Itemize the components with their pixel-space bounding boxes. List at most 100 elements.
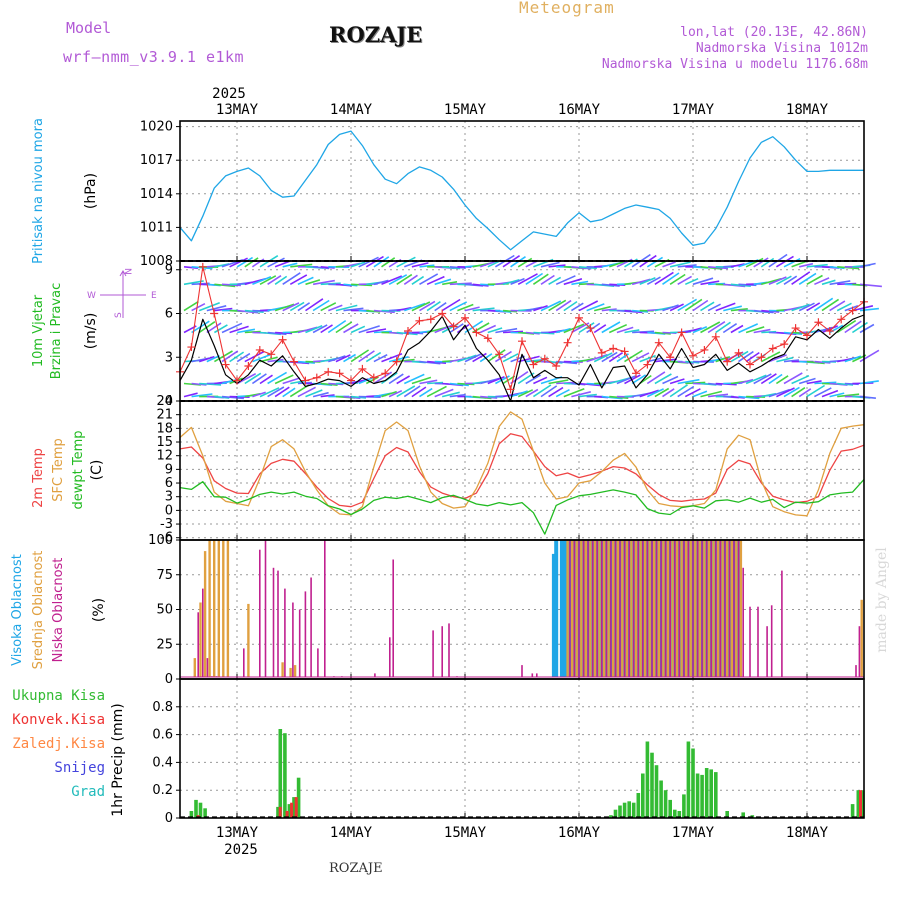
- legend-convective-rain: Konvek.Kisa: [12, 712, 105, 728]
- wind-barb: [419, 273, 439, 285]
- wind-barb: [578, 357, 594, 363]
- wind-barb: [806, 274, 823, 285]
- wind-barb: [320, 302, 337, 312]
- wind-barb: [381, 390, 397, 398]
- cloud-low-bar: [855, 665, 857, 677]
- cloud-mid-bar: [602, 540, 606, 677]
- cloud-mid-bar: [203, 551, 207, 677]
- cloud-mid-bar: [671, 540, 674, 677]
- wind-barb: [532, 384, 552, 398]
- wind-barb: [191, 302, 206, 312]
- x-tick-label-bottom: 18MAY: [786, 825, 829, 841]
- compass-west: W: [87, 291, 96, 301]
- cloud-low-bar: [202, 588, 204, 677]
- gust-marker: [597, 348, 606, 357]
- wind-barb: [677, 298, 698, 312]
- wind-barb: [244, 257, 259, 268]
- wind-barb: [305, 389, 323, 398]
- cloud-mid-bar: [217, 540, 220, 677]
- wind-barb: [578, 300, 599, 312]
- x-tick-label-top: 16MAY: [558, 102, 601, 118]
- wind-barb: [624, 349, 643, 363]
- gust-marker: [267, 350, 276, 359]
- wind-barb: [730, 350, 749, 363]
- wind-barb: [305, 279, 321, 286]
- wind-barb: [859, 349, 880, 363]
- precip-total-bar: [194, 799, 198, 818]
- gust-marker: [700, 345, 709, 354]
- elevation: Nadmorska Visina 1012m: [695, 41, 868, 56]
- wind-barb: [183, 300, 199, 312]
- wind-barb: [646, 256, 664, 268]
- wind-barb: [312, 279, 335, 286]
- cloud-low-bar: [705, 540, 708, 677]
- cloud-low-bar: [687, 540, 690, 677]
- precip-total-bar: [641, 773, 645, 818]
- temperature-ytick-label: 21: [156, 408, 173, 423]
- wind-barb: [495, 327, 518, 334]
- wind-barb: [464, 306, 480, 312]
- wind-barb: [593, 324, 607, 334]
- x-tick-label-bottom: 13MAY: [216, 825, 259, 841]
- gust-marker: [438, 309, 447, 318]
- cloud-mid-bar: [281, 662, 284, 677]
- wind-barb: [441, 298, 461, 312]
- wind-barb: [411, 386, 427, 398]
- wind-barb: [836, 319, 857, 334]
- gust-marker: [552, 362, 561, 370]
- wind-barb: [252, 276, 272, 286]
- wind-barb: [328, 304, 343, 312]
- gust-marker: [255, 345, 264, 354]
- wind-barb: [221, 395, 244, 400]
- gust-marker: [654, 338, 663, 347]
- cloud-low-bar: [292, 602, 294, 677]
- legend-snow: Snijeg: [54, 760, 105, 776]
- wind-barb: [859, 323, 875, 334]
- wind-barb: [851, 321, 868, 334]
- pressure-ytick-label: 1014: [140, 187, 173, 202]
- precip-total-bar: [725, 811, 729, 818]
- wind-barb: [555, 327, 571, 334]
- wind-barb: [738, 323, 759, 334]
- wind-barb: [798, 377, 816, 385]
- precip-total-bar: [741, 812, 745, 818]
- gust-marker: [392, 357, 401, 366]
- wind-barb: [183, 392, 198, 398]
- wind-barb: [654, 358, 677, 363]
- cloud-low-bar: [674, 540, 676, 677]
- cloud-low-bar: [317, 648, 319, 677]
- wind-barb: [259, 356, 278, 363]
- gust-marker: [746, 360, 754, 369]
- wind-barb: [791, 374, 810, 385]
- wind-barb: [639, 389, 659, 398]
- cloud-low-bar: [610, 540, 612, 677]
- precip-total-bar: [636, 793, 641, 818]
- wind-barb: [821, 298, 840, 312]
- wind-barb: [404, 302, 426, 312]
- cloud-low-bar: [277, 570, 279, 677]
- wind-barb: [745, 351, 760, 363]
- wind-barb: [844, 304, 859, 312]
- wind-barb: [814, 277, 830, 286]
- cloud-mid-bar: [730, 540, 733, 677]
- wind-barb: [571, 391, 591, 398]
- wind-barb: [411, 301, 431, 312]
- gust-marker: [198, 262, 207, 271]
- wind-barb: [244, 372, 262, 385]
- temp-sfc-axis-label: SFC Temp: [51, 438, 66, 502]
- wind-barb: [320, 324, 333, 334]
- wind-barb: [335, 354, 351, 363]
- wind-barb: [669, 303, 684, 312]
- wind-barb: [730, 263, 745, 268]
- wind-barb: [517, 389, 534, 398]
- precip-total-bar: [704, 768, 709, 818]
- wind-barb: [206, 322, 222, 334]
- gust-marker: [335, 369, 344, 378]
- temperature-ytick-label: 15: [156, 435, 173, 450]
- precip-total-bar: [631, 802, 636, 818]
- gust-marker: [803, 331, 811, 340]
- wind-barb: [403, 274, 418, 285]
- cloud-low-bar: [284, 588, 286, 677]
- cloud-low-bar: [710, 540, 712, 677]
